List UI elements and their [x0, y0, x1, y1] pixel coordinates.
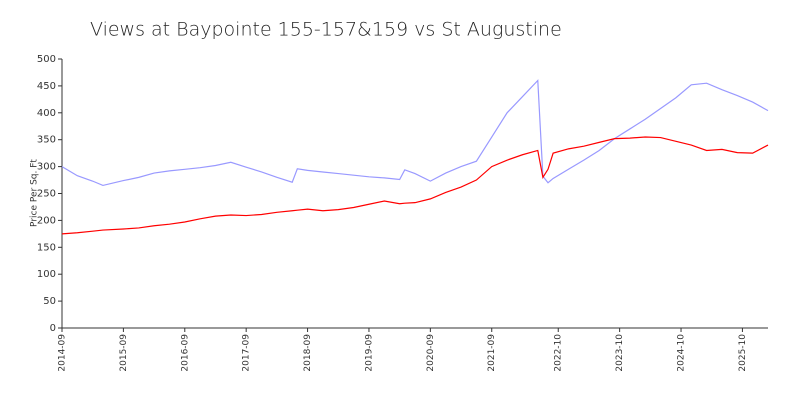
y-tick-label: 150: [37, 242, 56, 253]
line-series: [61, 79, 769, 187]
y-tick-label: 350: [37, 135, 56, 146]
x-tick-label: 2021-09: [487, 334, 497, 372]
x-tick-label: 2022-10: [554, 334, 564, 372]
y-tick-label: 50: [43, 296, 56, 307]
x-tick-label: 2025-10: [738, 334, 748, 372]
x-tick-label: 2015-09: [119, 334, 129, 372]
y-tick-label: 300: [37, 162, 56, 173]
y-tick-label: 400: [37, 108, 56, 119]
y-axis-label: Price Per Sq. Ft: [30, 159, 40, 227]
x-tick-label: 2014-09: [58, 334, 68, 372]
y-tick-label: 500: [37, 54, 56, 65]
x-tick-label: 2024-10: [677, 334, 687, 372]
y-tick-label: 200: [37, 215, 56, 226]
x-tick-label: 2023-10: [615, 334, 625, 372]
x-tick-label: 2020-09: [426, 334, 436, 372]
y-tick-label: 100: [37, 269, 56, 280]
y-tick-label: 0: [50, 323, 56, 334]
x-tick-label: 2016-09: [180, 334, 190, 372]
line-series: [61, 136, 769, 235]
x-tick-label: 2018-09: [303, 334, 313, 372]
chart-title: Views at Baypointe 155-157&159 vs St Aug…: [90, 19, 562, 41]
x-tick-label: 2019-09: [364, 334, 374, 372]
x-tick-label: 2017-09: [242, 334, 252, 372]
y-tick-label: 250: [37, 189, 56, 200]
y-tick-label: 450: [37, 81, 56, 92]
